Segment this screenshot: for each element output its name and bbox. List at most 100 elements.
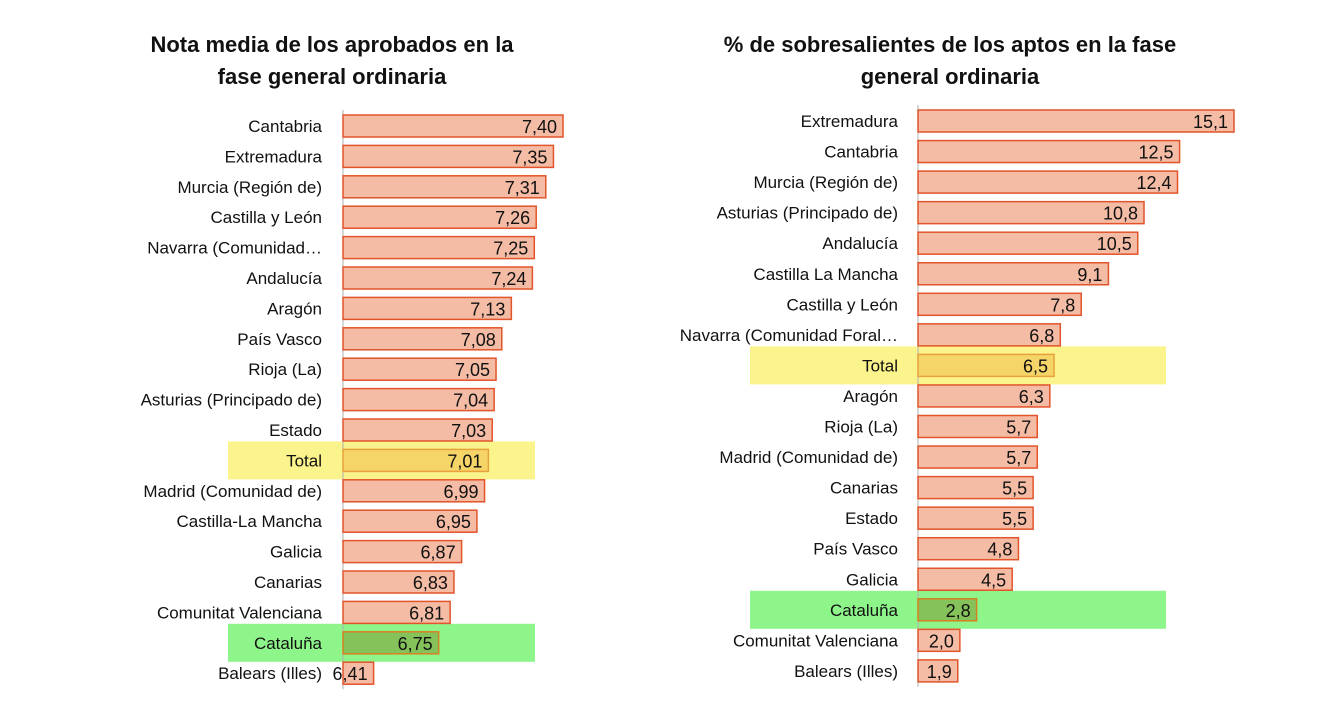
data-label: 7,03 xyxy=(451,421,486,441)
category-label: Aragón xyxy=(267,299,322,318)
data-label: 7,35 xyxy=(512,147,547,167)
category-label: Castilla y León xyxy=(210,208,322,227)
category-label: Cataluña xyxy=(254,634,323,653)
chart-title-line-2: general ordinaria xyxy=(861,64,1040,89)
bar-galicia xyxy=(342,539,463,564)
bar-layer: Extremadura 15,1 Cantabria 12,5 Murcia (Regi… xyxy=(680,105,1235,687)
data-label: 5,5 xyxy=(1002,509,1027,529)
category-label: País Vasco xyxy=(237,330,322,349)
category-label: Cantabria xyxy=(824,143,898,162)
data-label: 5,5 xyxy=(1002,479,1027,499)
category-label: Madrid (Comunidad de) xyxy=(719,448,898,467)
bar-andalucia xyxy=(342,266,534,290)
bar-cantabria xyxy=(342,114,564,138)
data-label: 7,24 xyxy=(491,269,526,289)
data-label: 7,01 xyxy=(447,451,482,471)
bar-aragon xyxy=(917,384,1051,408)
bar-rioja-la xyxy=(342,357,497,381)
data-label: 4,5 xyxy=(981,570,1006,590)
chart-title-line-2: fase general ordinaria xyxy=(218,64,447,89)
category-label: Cantabria xyxy=(248,117,322,136)
bar-extremadura xyxy=(342,144,555,169)
category-label: Estado xyxy=(269,421,322,440)
data-label: 2,0 xyxy=(929,631,954,651)
bar-navarra-comunidad xyxy=(342,235,536,260)
data-label: 6,83 xyxy=(413,573,448,593)
category-label: Galicia xyxy=(846,570,899,589)
data-label: 6,75 xyxy=(398,634,433,654)
bar-andalucia xyxy=(917,231,1139,255)
category-label: Balears (Illes) xyxy=(218,664,322,683)
data-label: 7,25 xyxy=(493,239,528,259)
category-label: Navarra (Comunidad… xyxy=(147,239,322,258)
data-label: 2,8 xyxy=(946,601,971,621)
data-label: 5,7 xyxy=(1006,418,1031,438)
category-label: Castilla-La Mancha xyxy=(176,512,322,531)
chart-left: Nota media de los aprobados en la fase g… xyxy=(141,32,564,690)
category-label: Cataluña xyxy=(830,601,899,620)
category-label: Canarias xyxy=(254,573,322,592)
bar-navarra-comunidad-foral xyxy=(917,323,1062,347)
chart-title-line-1: Nota media de los aprobados en la xyxy=(150,32,514,57)
category-label: Andalucía xyxy=(822,234,898,253)
category-label: Rioja (La) xyxy=(824,418,898,437)
bar-canarias xyxy=(342,570,455,594)
data-label: 9,1 xyxy=(1077,265,1102,285)
bar-cataluna xyxy=(342,631,440,655)
bar-asturias-principado-de xyxy=(917,200,1145,225)
data-label: 7,04 xyxy=(453,391,488,411)
bar-murcia-region-de xyxy=(917,170,1179,194)
bar-castilla-la-mancha xyxy=(917,262,1110,286)
data-label: 7,05 xyxy=(455,360,490,380)
category-label: Asturias (Principado de) xyxy=(141,391,322,410)
data-label: 12,4 xyxy=(1136,173,1171,193)
category-label: Aragón xyxy=(843,387,898,406)
bar-castilla-y-leon xyxy=(917,292,1082,317)
bar-total xyxy=(342,448,490,473)
category-label: Rioja (La) xyxy=(248,360,322,379)
category-label: Estado xyxy=(845,509,898,528)
bar-pais-vasco xyxy=(917,536,1020,561)
data-label: 15,1 xyxy=(1193,112,1228,132)
bar-comunitat-valenciana xyxy=(342,600,451,625)
data-label: 6,41 xyxy=(333,664,368,684)
data-label: 7,40 xyxy=(522,117,557,137)
data-label: 6,95 xyxy=(436,512,471,532)
bar-castilla-y-leon xyxy=(342,205,537,229)
bar-layer: Cantabria 7,40 Extremadura 7,35 Murcia (Regi… xyxy=(141,110,564,690)
category-label: Castilla La Mancha xyxy=(753,265,898,284)
category-label: Navarra (Comunidad Foral… xyxy=(680,326,898,345)
category-label: Total xyxy=(862,356,898,375)
data-label: 6,3 xyxy=(1019,387,1044,407)
data-label: 7,31 xyxy=(505,178,540,198)
category-label: Madrid (Comunidad de) xyxy=(143,482,322,501)
bar-rioja-la xyxy=(917,414,1039,439)
data-label: 6,5 xyxy=(1023,356,1048,376)
category-label: Andalucía xyxy=(246,269,322,288)
bar-estado xyxy=(917,506,1034,530)
category-label: Comunitat Valenciana xyxy=(157,603,323,622)
bar-total xyxy=(917,353,1055,378)
category-label: Asturias (Principado de) xyxy=(717,204,898,223)
bar-canarias xyxy=(917,475,1034,500)
category-label: Comunitat Valenciana xyxy=(733,631,899,650)
bar-balears-illes xyxy=(342,661,375,685)
data-label: 6,8 xyxy=(1029,326,1054,346)
bar-pais-vasco xyxy=(342,327,503,351)
category-label: Galicia xyxy=(270,543,323,562)
data-label: 6,87 xyxy=(421,543,456,563)
bar-madrid-comunidad-de xyxy=(917,445,1039,469)
bar-extremadura xyxy=(917,109,1235,133)
bar-estado xyxy=(342,418,493,442)
chart-title-line-1: % de sobresalientes de los aptos en la f… xyxy=(724,32,1176,57)
category-label: Murcia (Región de) xyxy=(753,173,898,192)
data-label: 7,8 xyxy=(1050,295,1075,315)
category-label: País Vasco xyxy=(813,540,898,559)
data-label: 7,26 xyxy=(495,208,530,228)
category-label: Canarias xyxy=(830,479,898,498)
data-label: 7,13 xyxy=(470,299,505,319)
data-label: 10,5 xyxy=(1097,234,1132,254)
bar-castilla-la-mancha xyxy=(342,509,478,533)
bar-asturias-principado-de xyxy=(342,387,495,412)
